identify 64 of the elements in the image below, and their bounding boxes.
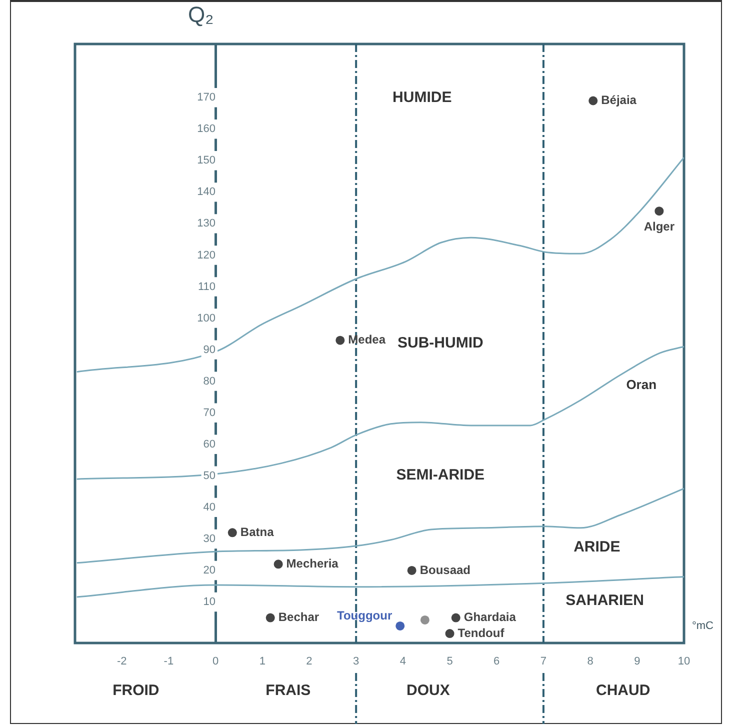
annotation: HUMIDE [392,89,452,106]
series-label: Mecheria [286,556,339,570]
series-label: Tendouf [458,626,506,640]
point [228,528,237,538]
point [266,613,275,622]
annotation: ARIDE [574,538,620,556]
series-label: Bechar [278,610,320,624]
annotation: SAHARIEN [566,592,644,610]
y-tick-label: 110 [198,280,216,293]
text: DOUX [406,682,450,700]
x-tick-label: 3 [353,656,360,668]
y-tick-label: 160 [197,123,216,136]
series-label: Medea [348,332,386,347]
series-label: Ghardaia [464,610,516,624]
line-series [76,156,684,373]
y-tick-label: 50 [203,470,216,482]
point [588,96,598,106]
annotation: SUB-HUMID [397,334,484,352]
series-label: Batna [240,524,274,539]
point [407,566,416,575]
x-tick-label: 4 [400,656,406,668]
x-tick-label: 1 [259,656,266,668]
y-tick-label: 140 [197,186,216,198]
x-tick-label: -2 [116,656,127,668]
x-tick-label: 2 [306,656,312,668]
y-tick-label: 80 [203,375,216,388]
y-tick-label: 170 [197,92,216,104]
y-tick-label: 120 [197,249,216,262]
x-tick-label: 0 [212,656,219,668]
y-tick-label: 90 [203,344,216,356]
point [654,206,664,216]
x-tick-label: 9 [634,656,640,668]
x-tick-label: 6 [494,656,500,668]
text: FRAIS [266,682,311,700]
point [451,613,460,622]
annotation: Oran [626,377,657,392]
y-tick-label: 30 [203,532,216,545]
x-axis-title: °mC [692,620,714,632]
y-tick-label: 100 [197,312,216,324]
y-tick-label: 20 [203,564,216,577]
point [445,629,454,638]
y-tick-label: 10 [203,596,216,608]
x-tick-label: 10 [678,656,690,668]
text: FROID [112,682,160,700]
series-label: Touggour [337,608,392,622]
y-tick-label: 40 [203,501,216,514]
series-label: Bousaad [420,562,471,577]
point [274,560,283,569]
y-axis-title: Q₂ [188,2,214,28]
series-label: Alger [644,219,675,234]
y-tick-label: 60 [203,438,216,450]
series-label: Béjaia [601,93,637,108]
point [420,615,430,624]
point [336,336,345,345]
x-tick-label: 8 [587,656,594,668]
y-tick-label: 150 [197,154,216,167]
y-tick-label: 70 [203,406,216,419]
x-tick-label: 5 [446,656,453,668]
annotation: SEMI-ARIDE [396,466,485,484]
text: CHAUD [596,682,650,700]
x-tick-label: 7 [540,656,547,668]
x-tick-label: -1 [164,656,174,668]
point [396,621,405,630]
y-tick-label: 130 [197,218,216,230]
